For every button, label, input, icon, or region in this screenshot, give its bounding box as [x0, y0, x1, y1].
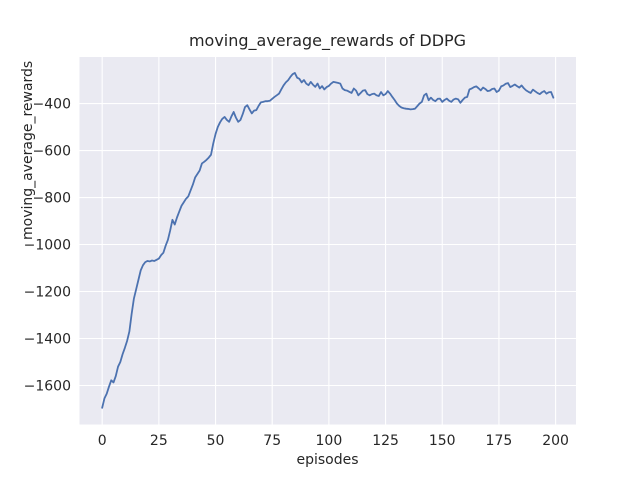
- x-tick-label: 150: [429, 433, 456, 449]
- chart-title: moving_average_rewards of DDPG: [188, 31, 467, 50]
- x-tick-label: 100: [316, 433, 343, 449]
- y-tick-label: −1400: [24, 331, 71, 347]
- y-tick-label: −1200: [24, 285, 71, 301]
- y-tick-label: −400: [33, 97, 71, 113]
- reward-line: [101, 72, 555, 409]
- x-tick-label: 0: [98, 433, 107, 449]
- x-tick-label: 75: [263, 433, 281, 449]
- x-tick-label: 125: [372, 433, 399, 449]
- y-tick-label: −800: [33, 191, 71, 207]
- y-tick-label: −1600: [24, 378, 71, 394]
- plot-background: [79, 57, 576, 425]
- x-tick-label: 50: [207, 433, 225, 449]
- x-tick-label: 175: [486, 433, 513, 449]
- x-axis-label: episodes: [296, 452, 359, 468]
- x-tick-label: 25: [150, 433, 168, 449]
- y-tick-label: −1000: [24, 238, 71, 254]
- y-tick-label: −600: [33, 144, 71, 160]
- x-tick-label: 200: [542, 433, 569, 449]
